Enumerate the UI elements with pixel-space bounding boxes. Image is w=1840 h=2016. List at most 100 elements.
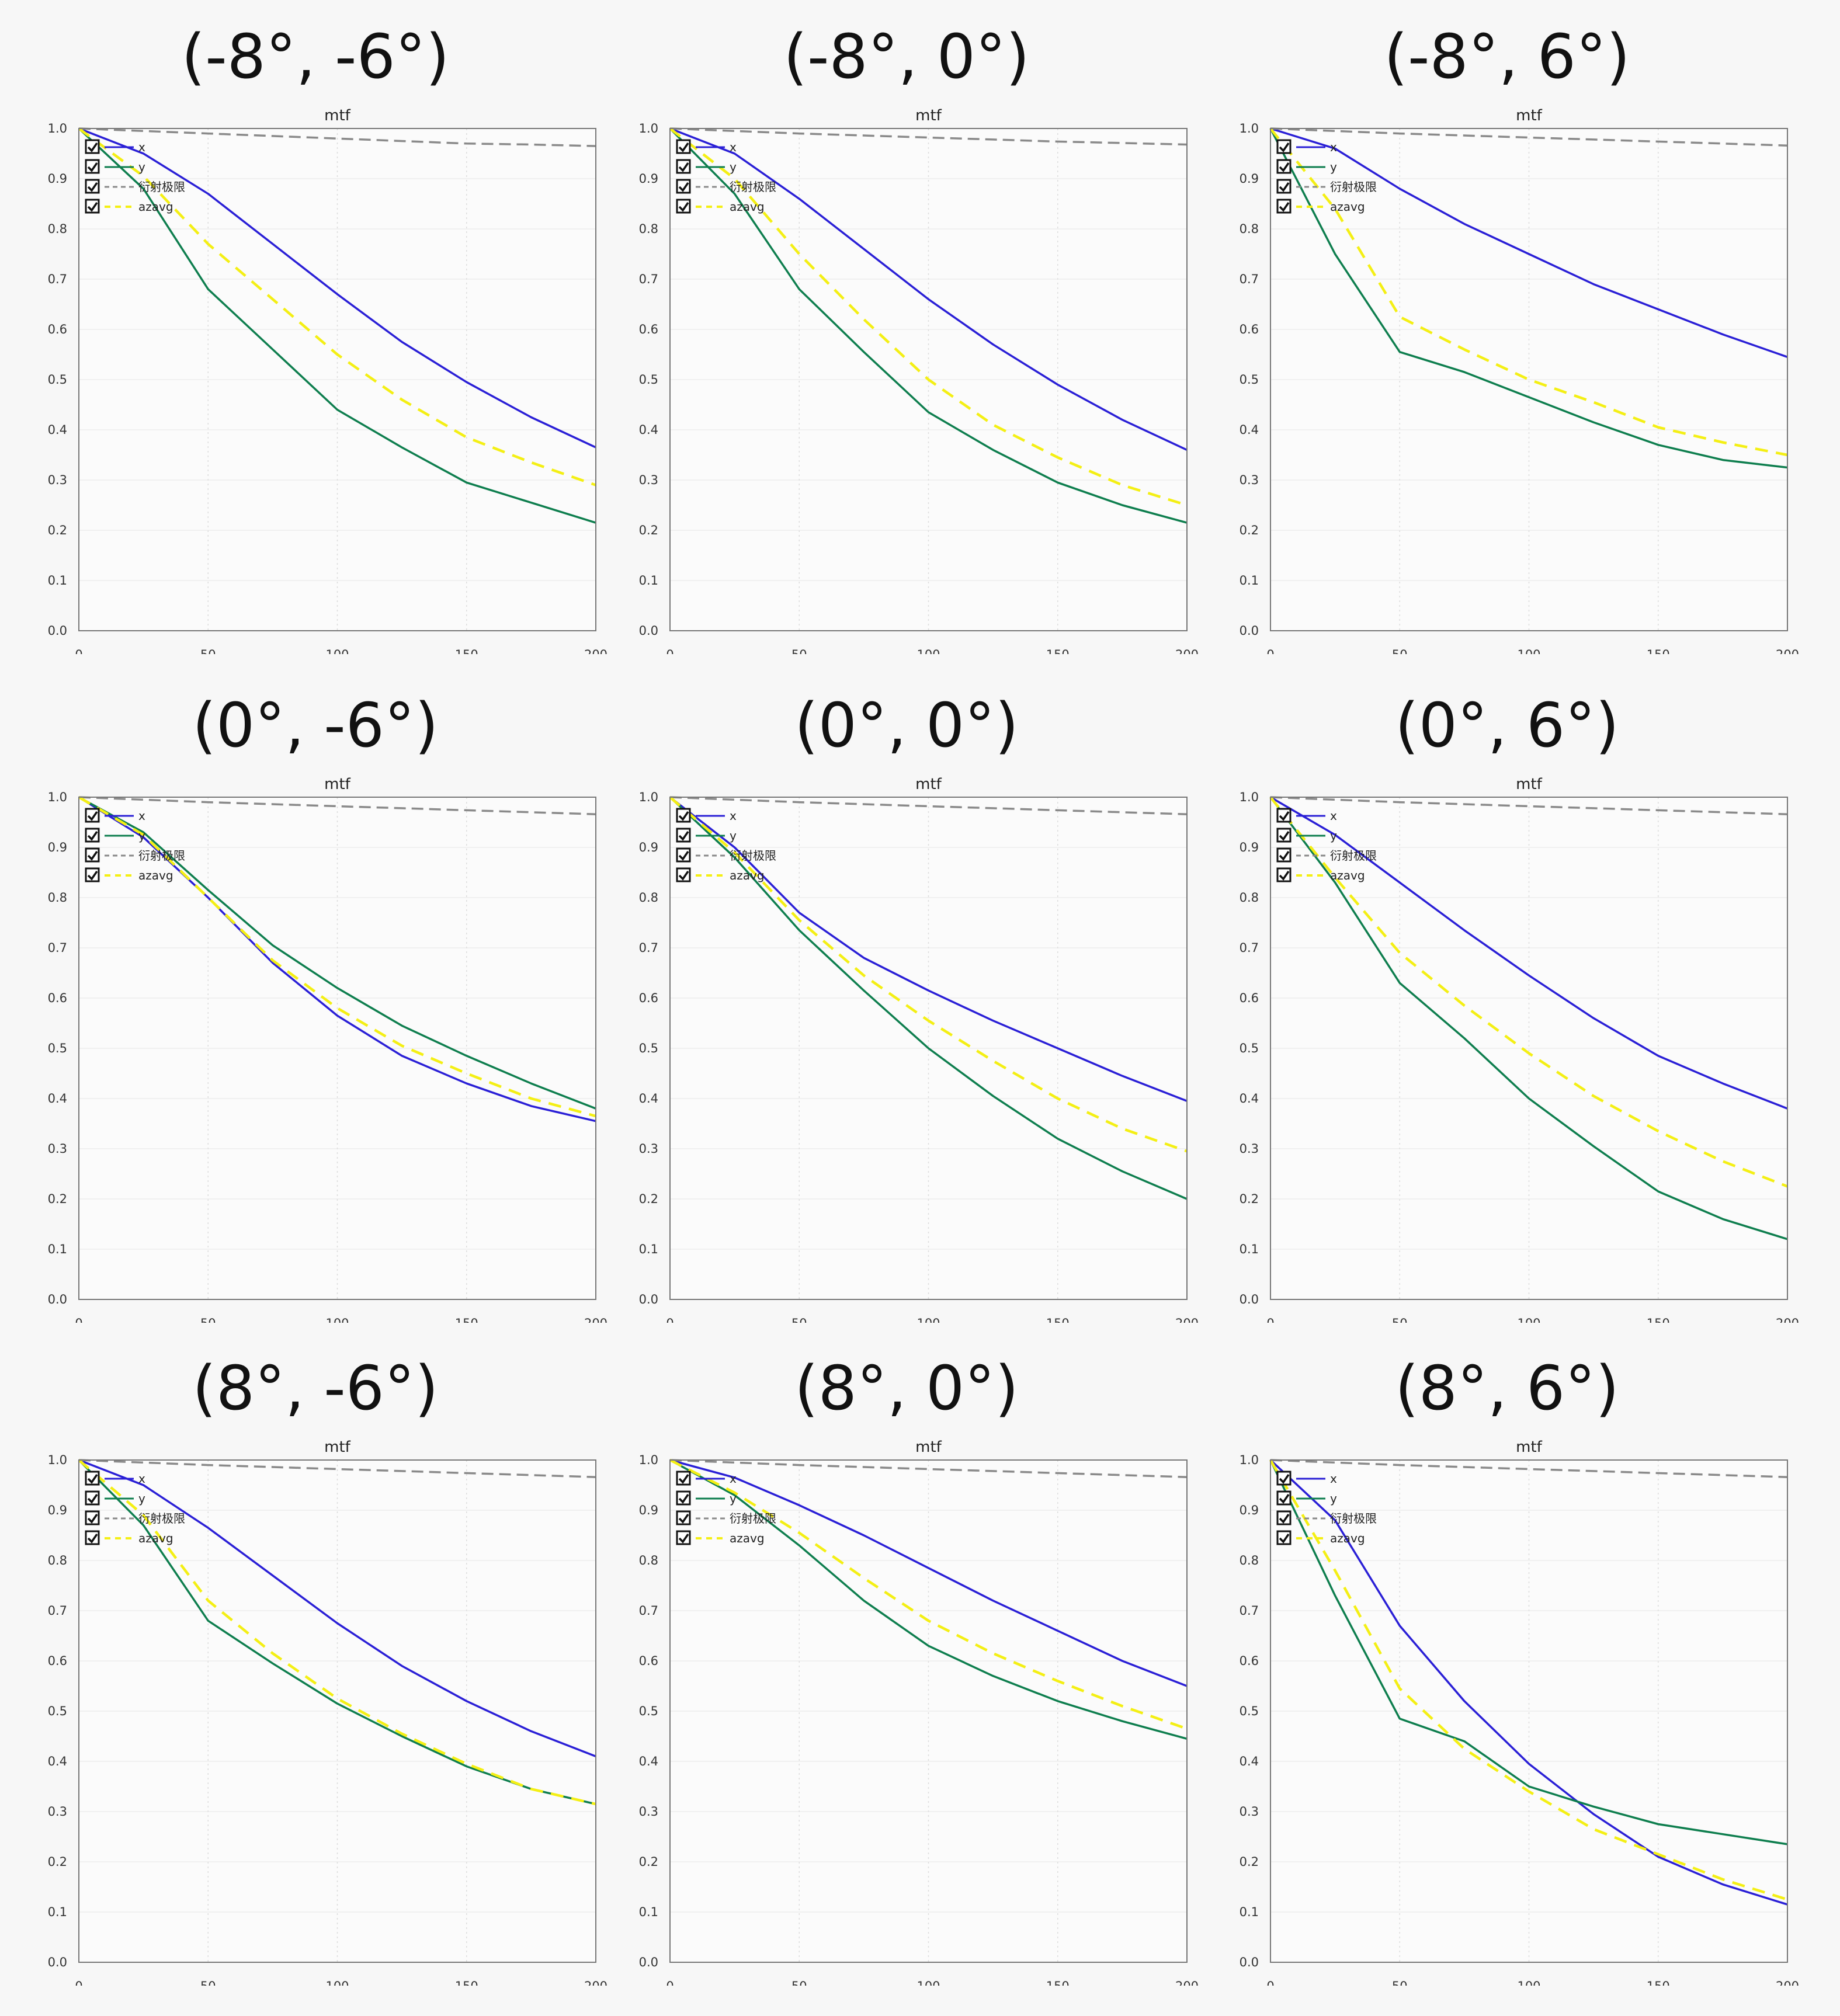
legend-checkbox[interactable] [85,867,100,882]
y-tick-label: 0.7 [1240,941,1259,955]
legend-checkbox[interactable] [676,159,691,174]
check-icon [87,1494,98,1504]
y-tick-label: 0.1 [1240,1905,1259,1919]
legend-checkbox[interactable] [1276,867,1292,882]
legend-checkbox[interactable] [1276,1510,1292,1525]
y-tick-label: 0.4 [1240,423,1259,437]
legend-checkbox[interactable] [1276,159,1292,174]
legend-checkbox[interactable] [676,1530,691,1545]
x-tick-label: 200 [1175,1979,1199,1986]
x-tick-label: 200 [584,648,607,654]
y-tick-label: 0.5 [48,1704,67,1718]
legend-checkbox[interactable] [676,179,691,194]
check-icon [678,811,689,821]
panel-heading: (8°, 6°) [1395,1353,1619,1424]
plot-frame [669,128,1188,631]
y-tick-label: 0.5 [1240,1704,1259,1718]
legend-checkbox[interactable] [676,828,691,843]
x-tick-label: 0 [75,1979,82,1986]
y-tick-label: 1.0 [639,790,658,804]
series-line-y [1269,796,1788,1240]
legend-checkbox[interactable] [676,847,691,863]
legend-checkbox[interactable] [676,1471,691,1486]
legend-checkbox[interactable] [676,867,691,882]
y-tick-label: 0.0 [639,624,658,638]
y-tick-label: 0.6 [1240,1654,1259,1668]
legend-checkbox[interactable] [85,828,100,843]
legend-checkbox[interactable] [1276,1471,1292,1486]
legend-checkbox[interactable] [676,1510,691,1525]
x-tick-label: 150 [1046,1979,1070,1986]
chart-title: mtf [324,776,351,793]
legend-checkbox[interactable] [676,1490,691,1506]
y-tick-label: 0.7 [639,941,658,955]
x-tick-label: 0 [75,1316,82,1323]
legend-checkbox[interactable] [1276,828,1292,843]
legend-checkbox[interactable] [676,199,691,214]
legend-checkbox[interactable] [85,1530,100,1545]
series-line-azavg [78,796,596,1118]
check-icon [678,202,689,212]
check-icon [1279,811,1290,821]
legend-checkbox[interactable] [85,847,100,863]
x-tick-label: 50 [200,1316,216,1323]
legend-checkbox[interactable] [1276,847,1292,863]
x-tick-label: 50 [1392,1316,1408,1323]
y-tick-label: 0.9 [1240,1503,1259,1517]
legend-checkbox[interactable] [85,179,100,194]
check-icon [87,142,98,152]
y-tick-label: 0.9 [48,172,67,186]
check-icon [1279,1494,1290,1504]
chart-panel: (0°, 6°) mtf 0 50 100 150 200 0.0 0.1 0.2 0.3 0.4 0.… [1215,669,1799,1323]
x-tick-label: 0 [666,1979,673,1986]
y-tick-label: 0.1 [639,1242,658,1256]
chart-title: mtf [1516,776,1543,793]
legend-checkbox[interactable] [676,808,691,823]
legend-checkbox[interactable] [85,1471,100,1486]
legend-checkbox[interactable] [1276,179,1292,194]
legend-checkbox[interactable] [676,139,691,154]
legend-checkbox[interactable] [1276,139,1292,154]
legend-checkbox[interactable] [1276,808,1292,823]
legend-label: 衍射极限 [138,849,185,863]
chart-panel: (-8°, 6°) mtf 0 50 100 150 200 0.0 0.1 0.2 0.3 0.4 0… [1215,0,1799,654]
legend-checkbox[interactable] [1276,199,1292,214]
y-tick-label: 0.4 [639,423,658,437]
legend-label: x [138,809,145,823]
y-tick-label: 0.1 [48,1242,67,1256]
series-line-azavg [1269,127,1788,457]
legend-checkbox[interactable] [85,139,100,154]
legend-label: x [138,1472,145,1486]
series-line-x [1269,1459,1788,1906]
legend-checkbox[interactable] [85,1490,100,1506]
y-tick-label: 0.4 [1240,1092,1259,1106]
legend-checkbox[interactable] [85,808,100,823]
series-line-diffraction-limit [78,796,596,815]
x-tick-label: 50 [1392,648,1408,654]
legend-checkbox[interactable] [85,199,100,214]
series-line-diffraction-limit [669,1459,1188,1478]
panel-heading: (0°, -6°) [192,690,439,761]
legend-label: x [730,140,737,154]
mtf-chart: mtf 0 50 100 150 200 0.0 0.1 0.2 0.3 0.4 0.5 0.6 0.7 0… [48,1438,607,1986]
y-tick-label: 0.6 [48,991,67,1005]
y-tick-label: 0.7 [48,272,67,286]
legend-label: azavg [1330,868,1365,882]
legend-label: azavg [138,200,173,214]
y-tick-label: 0.8 [1240,1553,1259,1567]
y-tick-label: 0.0 [48,624,67,638]
legend-checkbox[interactable] [85,1510,100,1525]
legend-checkbox[interactable] [1276,1530,1292,1545]
legend-checkbox[interactable] [85,159,100,174]
series-line-y [78,1459,596,1805]
series-line-y [669,127,1188,524]
series-line-diffraction-limit [669,796,1188,815]
series-line-y [78,796,596,1110]
legend-checkbox[interactable] [1276,1490,1292,1506]
mtf-chart: mtf 0 50 100 150 200 0.0 0.1 0.2 0.3 0.4 0.5 0.6 0.7 0… [639,1438,1199,1986]
y-tick-label: 0.4 [48,1092,67,1106]
y-tick-label: 0.1 [48,1905,67,1919]
x-tick-label: 150 [1647,1979,1670,1986]
y-tick-label: 0.7 [639,272,658,286]
check-icon [87,162,98,172]
